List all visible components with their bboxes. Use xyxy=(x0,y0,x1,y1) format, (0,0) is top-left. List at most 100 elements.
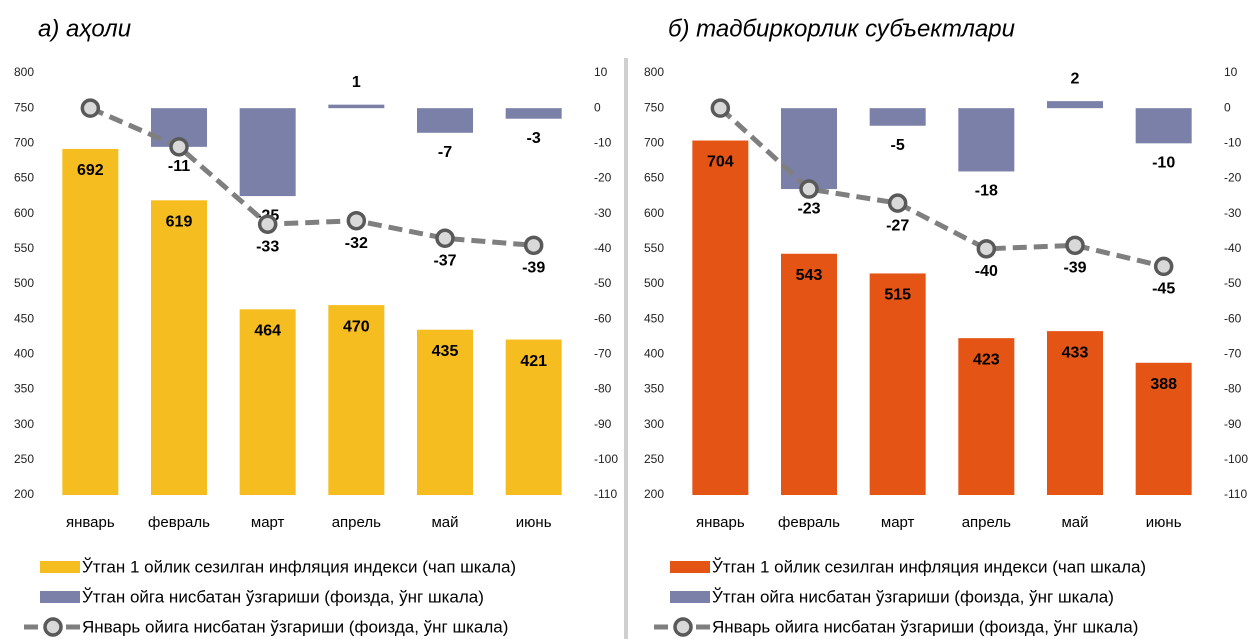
bar xyxy=(781,108,837,190)
line-marker xyxy=(976,239,997,259)
data-label: -23 xyxy=(797,200,820,217)
data-label: 423 xyxy=(973,351,1000,368)
bar xyxy=(1135,108,1192,144)
y-tick-label: 250 xyxy=(14,452,34,466)
bar xyxy=(781,253,837,495)
y-tick-label: 700 xyxy=(14,136,34,150)
y2-tick-label: -100 xyxy=(594,452,618,466)
legend-label: Ўтган ойга нисбатан ўзгариши (фоизда, ўн… xyxy=(82,586,484,606)
y2-tick-label: -80 xyxy=(594,382,612,396)
y2-tick-label: 10 xyxy=(1224,65,1238,79)
bar xyxy=(505,108,562,119)
y2-tick-label: -110 xyxy=(594,487,617,501)
y2-tick-label: -50 xyxy=(1224,276,1242,290)
line-marker xyxy=(346,210,367,231)
data-label: 433 xyxy=(1062,344,1089,361)
data-label: 2 xyxy=(1071,70,1080,87)
data-label: -32 xyxy=(345,235,368,252)
y2-tick-label: -70 xyxy=(594,347,612,361)
y2-tick-label: -40 xyxy=(1224,241,1242,255)
legend-swatch xyxy=(670,561,710,573)
y2-tick-label: -100 xyxy=(1224,452,1248,466)
x-tick-label: январь xyxy=(66,514,115,531)
data-label: -11 xyxy=(168,158,190,175)
y-tick-label: 350 xyxy=(14,382,34,396)
y2-tick-label: -10 xyxy=(1224,136,1242,150)
x-tick-label: март xyxy=(881,514,915,531)
y2-tick-label: -60 xyxy=(1224,311,1242,325)
data-label: -5 xyxy=(891,137,905,154)
data-label: -45 xyxy=(1152,281,1175,298)
legend-label: Ўтган 1 ойлик сезилган инфляция индекси … xyxy=(82,556,516,576)
data-label: -27 xyxy=(886,217,909,234)
data-label: 692 xyxy=(77,162,104,179)
y-tick-label: 450 xyxy=(644,311,664,325)
data-label: -10 xyxy=(1152,155,1175,172)
legend-label: Январь ойига нисбатан ўзгариши (фоизда, … xyxy=(712,617,1138,636)
y2-tick-label: -110 xyxy=(1224,487,1247,501)
chart-title: а) аҳоли xyxy=(38,15,131,42)
data-label: 464 xyxy=(254,323,281,340)
data-label: -7 xyxy=(438,144,452,161)
data-label: -39 xyxy=(1063,260,1086,277)
y2-tick-label: -60 xyxy=(594,311,612,325)
y-tick-label: 650 xyxy=(14,171,34,185)
y-tick-label: 550 xyxy=(14,241,34,255)
x-tick-label: июнь xyxy=(516,514,552,531)
bar xyxy=(1047,101,1103,109)
x-tick-label: февраль xyxy=(148,514,210,531)
x-tick-label: июнь xyxy=(1146,514,1182,531)
y2-tick-label: -30 xyxy=(1224,206,1242,220)
data-label: 704 xyxy=(707,154,734,171)
data-label: 470 xyxy=(343,318,370,335)
y2-tick-label: 10 xyxy=(594,65,608,79)
y-tick-label: 300 xyxy=(644,417,664,431)
y2-tick-label: 0 xyxy=(594,100,601,114)
data-label: 435 xyxy=(432,343,459,360)
bar xyxy=(417,329,473,495)
legend-swatch xyxy=(670,591,710,603)
data-label: -39 xyxy=(522,260,545,277)
y2-tick-label: -10 xyxy=(594,136,612,150)
line-marker xyxy=(523,235,544,256)
y-tick-label: 200 xyxy=(14,487,34,501)
line-marker xyxy=(169,137,189,157)
line-marker xyxy=(435,228,455,249)
data-label: 421 xyxy=(520,353,547,370)
y2-tick-label: -20 xyxy=(594,171,612,185)
legend-label: Январь ойига нисбатан ўзгариши (фоизда, … xyxy=(82,617,508,636)
x-tick-label: апрель xyxy=(332,514,381,531)
y-tick-label: 600 xyxy=(644,206,664,220)
x-tick-label: март xyxy=(251,514,285,531)
line-marker xyxy=(799,179,819,199)
bar xyxy=(328,305,385,495)
y2-tick-label: -90 xyxy=(594,417,612,431)
y-tick-label: 550 xyxy=(644,241,664,255)
y2-tick-label: -70 xyxy=(1224,347,1242,361)
y2-tick-label: -20 xyxy=(1224,171,1242,185)
bar xyxy=(958,338,1015,495)
bar xyxy=(239,108,296,197)
bar xyxy=(239,309,296,495)
legend-label: Ўтган ойга нисбатан ўзгариши (фоизда, ўн… xyxy=(712,586,1114,606)
data-label: -37 xyxy=(433,253,456,270)
line xyxy=(89,105,534,248)
line-marker xyxy=(710,98,731,118)
line-marker xyxy=(80,98,101,118)
y-tick-label: 250 xyxy=(644,452,664,466)
bar xyxy=(505,339,562,495)
bar xyxy=(1135,362,1192,495)
bar xyxy=(328,104,385,109)
y-tick-label: 750 xyxy=(644,100,664,114)
y-tick-label: 800 xyxy=(644,65,664,79)
y2-tick-label: -80 xyxy=(1224,382,1242,396)
bar xyxy=(1047,331,1103,495)
data-label: -33 xyxy=(256,238,279,255)
y2-tick-label: -50 xyxy=(594,276,612,290)
line-marker xyxy=(257,214,278,234)
data-label: -18 xyxy=(975,183,998,200)
data-label: 1 xyxy=(352,74,361,91)
line-marker xyxy=(1065,235,1085,256)
x-tick-label: январь xyxy=(696,514,745,531)
